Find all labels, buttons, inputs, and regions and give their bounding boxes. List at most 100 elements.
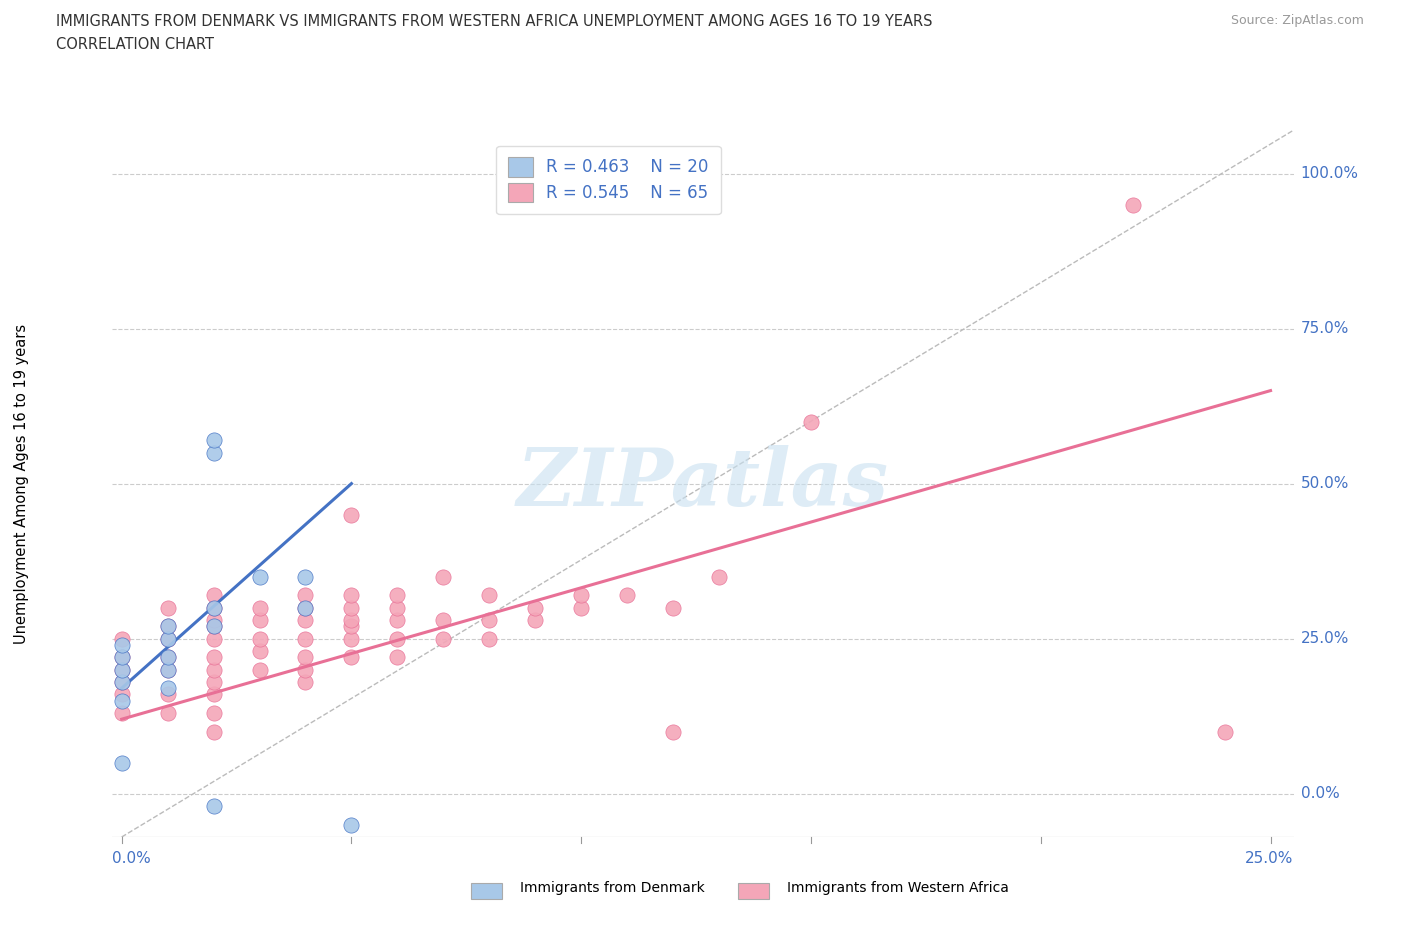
Text: 0.0%: 0.0% bbox=[1301, 786, 1340, 801]
Point bbox=[387, 588, 409, 603]
Point bbox=[662, 724, 685, 739]
Point bbox=[249, 600, 271, 615]
Point bbox=[202, 618, 225, 633]
Point bbox=[111, 631, 134, 646]
Point bbox=[156, 631, 179, 646]
Point bbox=[202, 662, 225, 677]
Point bbox=[202, 631, 225, 646]
Point bbox=[156, 600, 179, 615]
Point bbox=[156, 650, 179, 665]
Point bbox=[294, 600, 316, 615]
Point bbox=[524, 613, 547, 628]
Point bbox=[111, 755, 134, 770]
Point bbox=[202, 588, 225, 603]
Point bbox=[294, 631, 316, 646]
Text: CORRELATION CHART: CORRELATION CHART bbox=[56, 37, 214, 52]
Point bbox=[294, 569, 316, 584]
Point bbox=[202, 445, 225, 460]
Point bbox=[111, 693, 134, 708]
Point bbox=[156, 706, 179, 721]
Point bbox=[707, 569, 730, 584]
Text: IMMIGRANTS FROM DENMARK VS IMMIGRANTS FROM WESTERN AFRICA UNEMPLOYMENT AMONG AGE: IMMIGRANTS FROM DENMARK VS IMMIGRANTS FR… bbox=[56, 14, 932, 29]
Text: 100.0%: 100.0% bbox=[1301, 166, 1358, 181]
Point bbox=[1122, 197, 1144, 212]
Point bbox=[340, 650, 363, 665]
Point bbox=[249, 569, 271, 584]
Point bbox=[387, 631, 409, 646]
Point bbox=[249, 644, 271, 658]
Point bbox=[202, 687, 225, 702]
Point bbox=[111, 637, 134, 652]
Point bbox=[340, 631, 363, 646]
Text: 25.0%: 25.0% bbox=[1246, 851, 1294, 866]
Point bbox=[156, 650, 179, 665]
Point bbox=[111, 650, 134, 665]
Point bbox=[387, 650, 409, 665]
Point bbox=[249, 662, 271, 677]
Point bbox=[156, 618, 179, 633]
Point bbox=[387, 600, 409, 615]
Point bbox=[340, 507, 363, 522]
Point bbox=[432, 569, 454, 584]
Point bbox=[202, 799, 225, 814]
Point bbox=[340, 817, 363, 832]
Point bbox=[662, 600, 685, 615]
Point bbox=[156, 687, 179, 702]
Point bbox=[569, 600, 592, 615]
Point bbox=[294, 662, 316, 677]
Text: 0.0%: 0.0% bbox=[112, 851, 152, 866]
Point bbox=[156, 681, 179, 696]
Text: Immigrants from Denmark: Immigrants from Denmark bbox=[520, 881, 704, 896]
Point bbox=[432, 631, 454, 646]
Text: ZIPatlas: ZIPatlas bbox=[517, 445, 889, 523]
Point bbox=[478, 613, 501, 628]
Point bbox=[478, 631, 501, 646]
Point bbox=[111, 662, 134, 677]
Point bbox=[111, 650, 134, 665]
Point bbox=[616, 588, 638, 603]
Point bbox=[202, 600, 225, 615]
Text: 25.0%: 25.0% bbox=[1301, 631, 1348, 646]
Point bbox=[800, 414, 823, 429]
Point bbox=[294, 674, 316, 689]
Point bbox=[202, 613, 225, 628]
Point bbox=[294, 588, 316, 603]
Point bbox=[340, 613, 363, 628]
Point bbox=[294, 613, 316, 628]
Point bbox=[156, 631, 179, 646]
Point bbox=[202, 650, 225, 665]
Point bbox=[156, 662, 179, 677]
Point bbox=[202, 724, 225, 739]
Point bbox=[202, 600, 225, 615]
Point bbox=[156, 662, 179, 677]
Point bbox=[432, 613, 454, 628]
Legend: R = 0.463    N = 20, R = 0.545    N = 65: R = 0.463 N = 20, R = 0.545 N = 65 bbox=[496, 146, 720, 214]
Point bbox=[111, 674, 134, 689]
Text: 50.0%: 50.0% bbox=[1301, 476, 1348, 491]
Text: 75.0%: 75.0% bbox=[1301, 321, 1348, 336]
Point bbox=[524, 600, 547, 615]
Point bbox=[202, 432, 225, 447]
Point bbox=[202, 618, 225, 633]
Text: Immigrants from Western Africa: Immigrants from Western Africa bbox=[787, 881, 1010, 896]
Point bbox=[249, 631, 271, 646]
Point bbox=[202, 674, 225, 689]
Point bbox=[340, 600, 363, 615]
Point bbox=[340, 618, 363, 633]
Point bbox=[111, 662, 134, 677]
Text: Source: ZipAtlas.com: Source: ZipAtlas.com bbox=[1230, 14, 1364, 27]
Point bbox=[294, 650, 316, 665]
Text: Unemployment Among Ages 16 to 19 years: Unemployment Among Ages 16 to 19 years bbox=[14, 324, 28, 644]
Point bbox=[202, 706, 225, 721]
Point bbox=[1213, 724, 1236, 739]
Point bbox=[111, 687, 134, 702]
Point bbox=[569, 588, 592, 603]
Point bbox=[249, 613, 271, 628]
Point bbox=[294, 600, 316, 615]
Point bbox=[387, 613, 409, 628]
Point bbox=[111, 706, 134, 721]
Point bbox=[478, 588, 501, 603]
Point bbox=[156, 618, 179, 633]
Point bbox=[340, 588, 363, 603]
Point bbox=[111, 674, 134, 689]
